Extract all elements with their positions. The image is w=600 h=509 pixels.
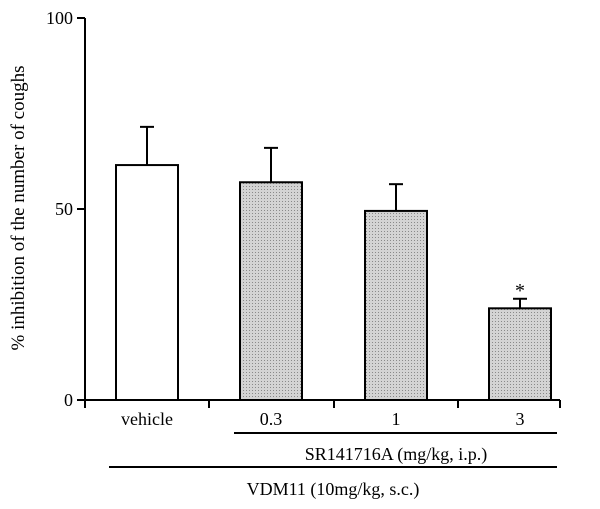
y-tick-label: 100	[46, 8, 73, 28]
bars: *	[115, 125, 552, 402]
significance-marker: *	[515, 280, 525, 302]
x-tick-label: vehicle	[121, 409, 173, 429]
bar-0.3	[239, 181, 303, 401]
y-tick-label: 50	[55, 199, 73, 219]
bar-1	[364, 209, 428, 401]
x-tick-label: 1	[392, 409, 401, 429]
group-label-sr141716a: SR141716A (mg/kg, i.p.)	[305, 444, 488, 465]
bar-vehicle	[115, 164, 179, 401]
group-label-vdm11: VDM11 (10mg/kg, s.c.)	[247, 479, 420, 500]
y-tick-label: 0	[64, 390, 73, 410]
bar-3	[488, 307, 552, 402]
x-tick-label: 3	[516, 409, 525, 429]
labels: vehicle 0.3 1 3 SR141716A (mg/kg, i.p.) VDM11…	[109, 409, 557, 500]
x-tick-label: 0.3	[260, 409, 283, 429]
y-axis-label: % inhibition of the number of coughs	[8, 66, 29, 351]
